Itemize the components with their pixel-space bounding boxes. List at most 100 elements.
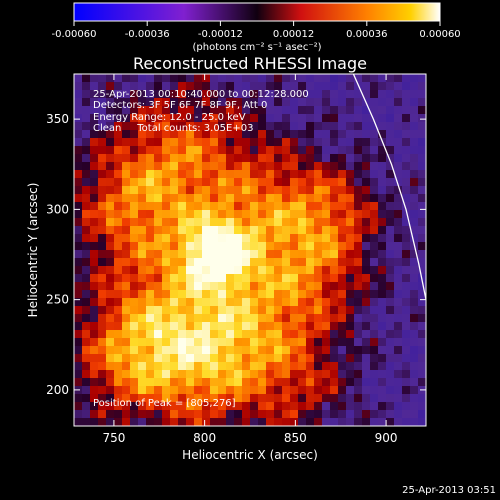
heatmap-cell bbox=[130, 170, 139, 179]
heatmap-cell bbox=[234, 250, 243, 259]
heatmap-cell bbox=[98, 74, 107, 83]
heatmap-cell bbox=[346, 90, 355, 99]
heatmap-cell bbox=[218, 202, 227, 211]
heatmap-cell bbox=[74, 378, 83, 387]
heatmap-cell bbox=[394, 90, 403, 99]
heatmap-cell bbox=[138, 282, 147, 291]
heatmap-cell bbox=[354, 130, 363, 139]
heatmap-cell bbox=[146, 218, 155, 227]
heatmap-cell bbox=[362, 226, 371, 235]
heatmap-cell bbox=[298, 218, 307, 227]
heatmap-cell bbox=[282, 186, 291, 195]
heatmap-cell bbox=[234, 298, 243, 307]
heatmap-cell bbox=[386, 402, 395, 411]
heatmap-cell bbox=[202, 410, 211, 419]
heatmap-cell bbox=[82, 122, 91, 131]
heatmap-cell bbox=[106, 146, 115, 155]
heatmap-cell bbox=[234, 154, 243, 163]
heatmap-cell bbox=[98, 242, 107, 251]
heatmap-cell bbox=[346, 226, 355, 235]
heatmap-cell bbox=[106, 418, 115, 426]
heatmap-cell bbox=[258, 370, 267, 379]
heatmap-cell bbox=[266, 130, 275, 139]
heatmap-cell bbox=[194, 226, 203, 235]
heatmap-cell bbox=[90, 106, 99, 115]
heatmap-cell bbox=[306, 354, 315, 363]
heatmap-cell bbox=[122, 170, 131, 179]
heatmap-cell bbox=[242, 362, 251, 371]
y-axis-label: Heliocentric Y (arcsec) bbox=[26, 183, 40, 318]
heatmap-cell bbox=[314, 418, 323, 426]
heatmap-cell bbox=[138, 82, 147, 91]
heatmap-cell bbox=[202, 378, 211, 387]
heatmap-cell bbox=[378, 202, 387, 211]
heatmap-cell bbox=[394, 170, 403, 179]
heatmap-cell bbox=[154, 106, 163, 115]
heatmap-cell bbox=[250, 234, 259, 243]
heatmap-cell bbox=[266, 346, 275, 355]
heatmap-cell bbox=[146, 106, 155, 115]
heatmap-cell bbox=[138, 394, 147, 403]
heatmap-cell bbox=[266, 338, 275, 347]
heatmap-cell bbox=[322, 354, 331, 363]
heatmap-cell bbox=[146, 74, 155, 83]
heatmap-cell bbox=[306, 170, 315, 179]
heatmap-cell bbox=[114, 186, 123, 195]
heatmap-cell bbox=[306, 186, 315, 195]
heatmap-cell bbox=[402, 178, 411, 187]
heatmap-cell bbox=[170, 258, 179, 267]
heatmap-cell bbox=[98, 418, 107, 426]
heatmap-cell bbox=[146, 162, 155, 171]
heatmap-cell bbox=[154, 186, 163, 195]
heatmap-cell bbox=[378, 234, 387, 243]
heatmap-cell bbox=[314, 138, 323, 147]
heatmap-cell bbox=[378, 82, 387, 91]
heatmap-cell bbox=[274, 282, 283, 291]
heatmap-cell bbox=[226, 74, 235, 83]
heatmap-cell bbox=[162, 186, 171, 195]
heatmap-cell bbox=[210, 74, 219, 83]
heatmap-cell bbox=[418, 346, 426, 355]
heatmap-cell bbox=[186, 178, 195, 187]
heatmap-cell bbox=[170, 274, 179, 283]
heatmap-cell bbox=[322, 394, 331, 403]
heatmap-cell bbox=[122, 250, 131, 259]
heatmap-cell bbox=[226, 226, 235, 235]
heatmap-cell bbox=[98, 410, 107, 419]
heatmap-cell bbox=[418, 362, 426, 371]
heatmap-cell bbox=[258, 146, 267, 155]
heatmap-cell bbox=[290, 370, 299, 379]
heatmap-cell bbox=[106, 106, 115, 115]
heatmap-cell bbox=[122, 378, 131, 387]
heatmap-cell bbox=[194, 82, 203, 91]
heatmap-cell bbox=[98, 338, 107, 347]
heatmap-cell bbox=[218, 282, 227, 291]
heatmap-cell bbox=[258, 378, 267, 387]
heatmap-cell bbox=[362, 106, 371, 115]
heatmap-cell bbox=[106, 178, 115, 187]
heatmap-cell bbox=[82, 170, 91, 179]
heatmap-cell bbox=[266, 258, 275, 267]
heatmap-cell bbox=[418, 290, 426, 299]
heatmap-cell bbox=[138, 354, 147, 363]
heatmap-cell bbox=[106, 354, 115, 363]
heatmap-cell bbox=[162, 258, 171, 267]
heatmap-cell bbox=[314, 218, 323, 227]
heatmap-cell bbox=[306, 154, 315, 163]
heatmap-cell bbox=[250, 90, 259, 99]
heatmap-cell bbox=[226, 258, 235, 267]
heatmap-cell bbox=[402, 330, 411, 339]
heatmap-cell bbox=[386, 82, 395, 91]
heatmap-cell bbox=[274, 306, 283, 315]
heatmap-cell bbox=[242, 90, 251, 99]
heatmap-cell bbox=[370, 194, 379, 203]
heatmap-cell bbox=[226, 266, 235, 275]
heatmap-cell bbox=[362, 402, 371, 411]
heatmap-cell bbox=[378, 98, 387, 107]
heatmap-cell bbox=[154, 154, 163, 163]
heatmap-cell bbox=[298, 410, 307, 419]
heatmap-cell bbox=[178, 242, 187, 251]
heatmap-cell bbox=[74, 210, 83, 219]
heatmap-cell bbox=[306, 346, 315, 355]
heatmap-cell bbox=[338, 258, 347, 267]
